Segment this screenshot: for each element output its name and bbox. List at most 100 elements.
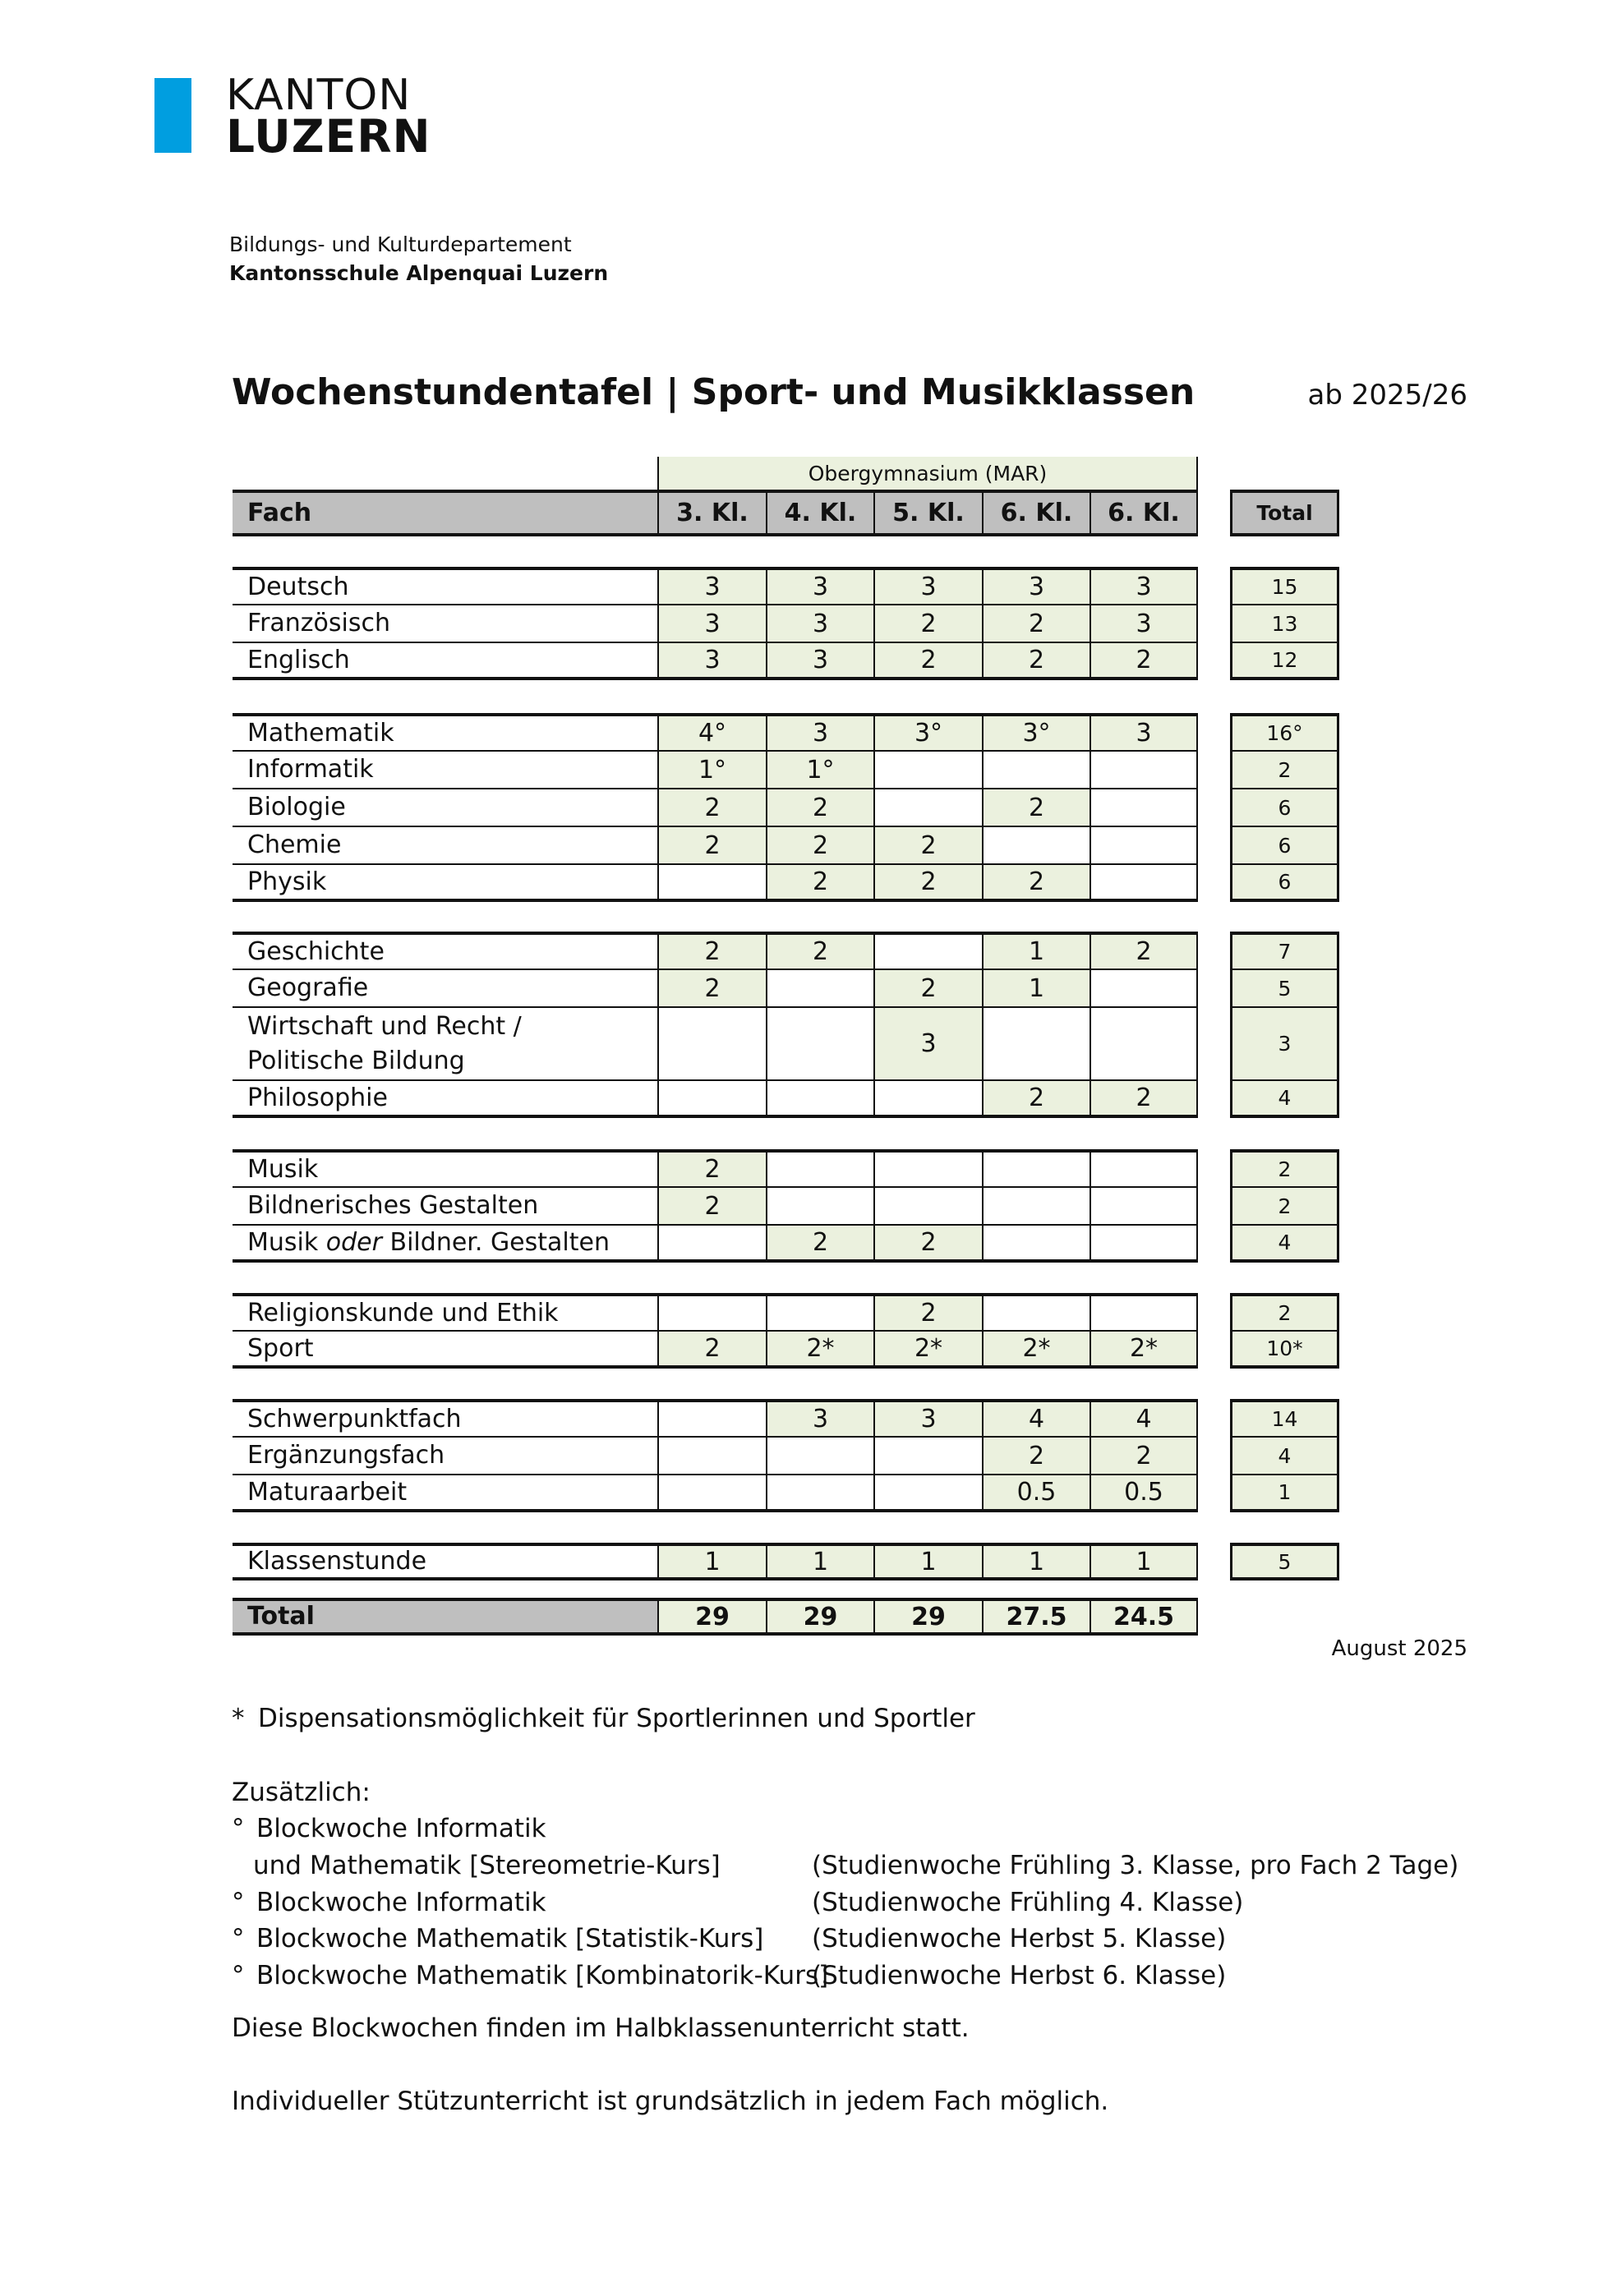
total-row-cell: 29 [657,1598,766,1636]
footnote: Dispensationsmöglichkeit für Sportlerinn… [258,1704,975,1733]
total-cell: 2 [1230,1187,1339,1225]
total-cell: 10* [1230,1331,1339,1369]
hours-cell: 1 [657,1543,766,1581]
hours-cell [657,864,766,902]
hours-cell: 2 [766,826,873,864]
hours-cell [657,1080,766,1118]
subject-text: Französisch [247,606,390,641]
subject-part: Deutsch [247,572,349,601]
hours-cell [873,1080,982,1118]
subject-text: Bildnerisches Gestalten [247,1189,538,1223]
hours-cell [766,1007,873,1080]
hours-cell [873,751,982,789]
additional-note: (Studienwoche Herbst 5. Klasse) [812,1924,1227,1953]
hours-cell [982,751,1090,789]
subject-label: Physik [233,864,657,902]
subject-part: Religionskunde und Ethik [247,1298,559,1327]
hours-cell [982,1187,1090,1225]
hours-cell [657,1293,766,1331]
subject-part: Geschichte [247,936,385,966]
hours-cell: 2 [657,932,766,969]
subject-part: oder [325,1227,382,1257]
subject-text: Englisch [247,643,350,678]
hours-cell [1090,751,1198,789]
hours-cell: 3 [873,1007,982,1080]
subject-part: Musik [247,1154,319,1184]
subject-header: Fach [233,490,657,536]
hours-cell [873,1475,982,1512]
total-cell: 5 [1230,969,1339,1007]
hours-cell [873,1187,982,1225]
subject-text: Geschichte [247,935,385,969]
subject-label: Informatik [233,751,657,789]
subject-text: Klassenstunde [247,1544,426,1579]
subject-label: Geografie [233,969,657,1007]
additional-bullet: ° [232,1814,245,1843]
subject-text: Schwerpunktfach [247,1402,462,1437]
total-cell: 2 [1230,751,1339,789]
hours-cell: 2 [1090,1437,1198,1475]
group-header: Obergymnasium (MAR) [657,457,1198,490]
hours-cell: 2 [1090,932,1198,969]
hours-cell [1090,826,1198,864]
hours-cell: 2 [982,789,1090,826]
hours-cell: 2 [982,864,1090,902]
subject-text: Biologie [247,790,346,825]
hours-cell [873,1437,982,1475]
subject-part: Maturaarbeit [247,1477,408,1507]
subject-label: Französisch [233,605,657,642]
hours-cell: 2 [766,864,873,902]
hours-cell [766,1293,873,1331]
hours-cell: 2 [982,642,1090,680]
subject-label: Deutsch [233,567,657,605]
subject-part: Chemie [247,831,342,859]
total-cell: 12 [1230,642,1339,680]
hours-cell: 2* [1090,1331,1198,1369]
hours-cell: 2 [657,1331,766,1369]
hours-cell: 3 [657,567,766,605]
hours-cell [1090,864,1198,902]
hours-cell [766,1437,873,1475]
logo-bar [154,78,191,153]
hours-cell [873,1149,982,1187]
hours-cell: 3 [1090,713,1198,751]
subject-label: Philosophie [233,1080,657,1118]
hours-cell: 1 [982,932,1090,969]
total-cell: 1 [1230,1475,1339,1512]
total-cell: 2 [1230,1149,1339,1187]
hours-cell: 1 [982,969,1090,1007]
subject-text: Philosophie [247,1081,388,1116]
subject-part: Musik [247,1227,326,1257]
subject-label: Maturaarbeit [233,1475,657,1512]
subject-part: Biologie [247,793,346,821]
hours-cell: 2 [657,1187,766,1225]
hours-cell: 2 [873,864,982,902]
total-cell: 4 [1230,1225,1339,1263]
subject-label: Wirtschaft und Recht / Politische Bildung [233,1007,657,1080]
hours-cell [1090,1149,1198,1187]
hours-cell [873,789,982,826]
additional-bullet: ° [232,1961,245,1990]
hours-cell [657,1475,766,1512]
logo-text-luzern: LUZERN [226,110,431,163]
subject-part: Englisch [247,645,350,674]
additional-text: Blockwoche Informatik [256,1888,546,1917]
hours-cell: 2 [982,1080,1090,1118]
hours-cell: 2 [766,932,873,969]
hours-cell: 3° [873,713,982,751]
total-header: Total [1230,490,1339,536]
subject-label: Bildnerisches Gestalten [233,1187,657,1225]
hours-cell: 2 [1090,642,1198,680]
school: Kantonsschule Alpenquai Luzern [229,261,609,285]
hours-cell [766,1149,873,1187]
total-row-cell: 29 [766,1598,873,1636]
total-cell: 7 [1230,932,1339,969]
subject-text: Deutsch [247,570,348,605]
hours-cell [657,1437,766,1475]
valid-from: ab 2025/26 [1307,379,1467,412]
hours-cell: 2 [657,826,766,864]
hours-cell: 3 [1090,605,1198,642]
hours-cell: 3 [766,713,873,751]
total-cell: 15 [1230,567,1339,605]
hours-cell: 3 [657,642,766,680]
